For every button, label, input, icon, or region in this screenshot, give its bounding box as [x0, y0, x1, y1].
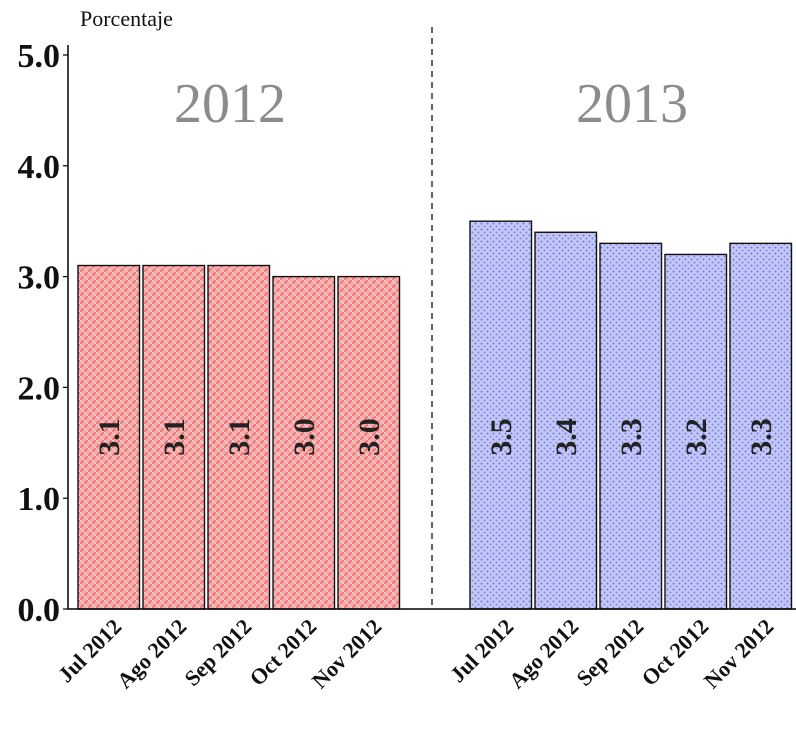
- bar: [664, 253, 728, 610]
- bar: [599, 242, 663, 610]
- x-tick-label: Nov 2012: [307, 614, 386, 693]
- y-tick-label: 5.0: [18, 38, 61, 75]
- bar: [469, 220, 533, 610]
- y-tick-label: 4.0: [18, 149, 61, 186]
- bar: [534, 231, 598, 610]
- x-tick-label: Sep 2012: [179, 614, 256, 691]
- bar: [142, 264, 206, 610]
- bar: [337, 275, 401, 610]
- bar-value-label: 3.4: [550, 418, 583, 456]
- bar: [207, 264, 271, 610]
- y-tick-label: 1.0: [18, 481, 61, 518]
- bar-value-label: 3.3: [615, 418, 648, 456]
- y-tick-label: 2.0: [18, 370, 61, 407]
- bar: [272, 275, 336, 610]
- bar-value-label: 3.3: [745, 418, 778, 456]
- x-tick-label: Ago 2012: [504, 614, 583, 693]
- group-year-label: 2012: [174, 73, 286, 135]
- bar-value-label: 3.0: [288, 418, 321, 456]
- x-tick-label: Sep 2012: [571, 614, 648, 691]
- group-year-label: 2013: [576, 73, 688, 135]
- bar-value-label: 3.0: [353, 418, 386, 456]
- bar-value-label: 3.5: [485, 418, 518, 456]
- bar-value-label: 3.1: [93, 418, 126, 456]
- bar-value-label: 3.2: [680, 418, 713, 456]
- y-tick-label: 3.0: [18, 260, 61, 297]
- bar-value-label: 3.1: [158, 418, 191, 456]
- x-tick-label: Ago 2012: [112, 614, 191, 693]
- y-axis-label: Porcentaje: [80, 6, 173, 31]
- bar-value-label: 3.1: [223, 418, 256, 456]
- y-tick-label: 0.0: [18, 592, 61, 629]
- x-tick-label: Nov 2012: [699, 614, 778, 693]
